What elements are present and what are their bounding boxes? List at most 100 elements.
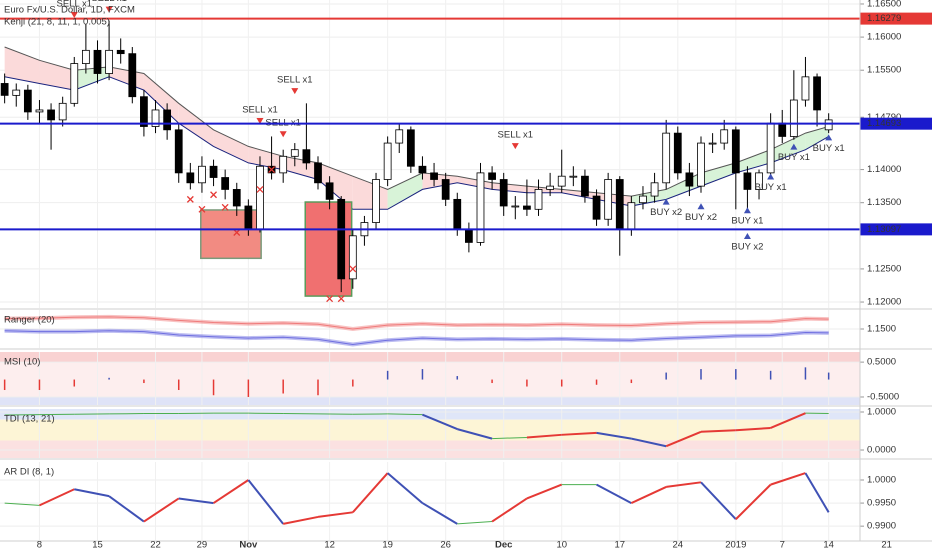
- candle-body: [604, 179, 613, 220]
- y-tick-label: 1.0000: [867, 407, 896, 418]
- candle-body: [627, 202, 636, 230]
- chart-title: Euro Fx/U.S. Dollar, 1D, FXCM: [4, 5, 135, 16]
- histogram-bar: [804, 367, 807, 380]
- candle-body: [105, 49, 113, 74]
- candle-body: [244, 205, 253, 230]
- x-tick-label: 21: [881, 540, 892, 550]
- indicator-line-segment: [492, 436, 527, 440]
- pane-title: Ranger (20): [4, 315, 55, 326]
- kenji-fill: [770, 133, 806, 163]
- histogram-bar: [212, 379, 215, 396]
- histogram-bar: [421, 369, 424, 380]
- candle-body: [592, 195, 601, 220]
- y-tick-label: 1.1500: [867, 324, 896, 335]
- x-tick-label: 17: [614, 540, 625, 550]
- level-label: 1.16279: [867, 13, 901, 24]
- candle-body: [82, 49, 90, 64]
- x-tick-label: 7: [780, 540, 785, 550]
- cross-mark: [326, 295, 334, 303]
- histogram-bar: [560, 379, 563, 387]
- candle-body: [824, 119, 833, 131]
- signal-arrow: [511, 143, 519, 150]
- indicator-line-segment: [700, 429, 736, 433]
- histogram-bar: [282, 379, 284, 394]
- candle-body: [639, 195, 647, 204]
- pane-4: [4, 472, 830, 525]
- candle-body: [232, 189, 241, 207]
- candle-body: [221, 177, 230, 190]
- signal-label: BUY x1: [731, 216, 763, 227]
- kenji-fill: [805, 126, 829, 150]
- signal-arrow: [105, 6, 113, 13]
- indicator-line-segment: [700, 481, 737, 520]
- cross-mark: [337, 295, 345, 303]
- candle-body: [673, 132, 682, 174]
- signal-arrow: [825, 134, 833, 141]
- candle-body: [789, 99, 798, 137]
- candle-body: [464, 228, 473, 243]
- signal-label: BUY x2: [650, 207, 682, 218]
- chart-subtitle: Kenji (21, 8, 11, 1, 0.005): [4, 17, 110, 28]
- candle-body: [801, 76, 810, 101]
- y-tick-label: 0.5000: [867, 357, 896, 368]
- histogram-bar: [735, 369, 737, 380]
- histogram-bar: [595, 379, 598, 385]
- signal-label: SELL x1: [56, 0, 92, 9]
- indicator-line-segment: [804, 472, 830, 513]
- indicator-line-segment: [666, 481, 702, 488]
- candle-body: [813, 76, 821, 111]
- background-band: [0, 352, 860, 363]
- candle-body: [476, 172, 485, 243]
- kenji-fill: [387, 172, 423, 210]
- x-tick-label: 14: [823, 540, 834, 550]
- candle-body: [325, 182, 334, 200]
- indicator-line-segment: [491, 497, 528, 523]
- x-tick-label: 26: [440, 540, 451, 550]
- x-tick-label: 8: [37, 540, 42, 550]
- indicator-line-segment: [282, 515, 319, 525]
- indicator-line-segment: [630, 486, 667, 504]
- pane-2: [3, 367, 830, 397]
- x-tick-label: Dec: [495, 540, 512, 550]
- candle-body: [685, 172, 694, 187]
- indicator-line-segment: [4, 502, 40, 506]
- candle-body: [569, 175, 578, 178]
- level-label: 1.13097: [867, 224, 901, 235]
- kenji-fill: [4, 47, 40, 84]
- indicator-line-segment: [108, 495, 145, 523]
- signal-label: BUY x1: [813, 143, 845, 154]
- candle-body: [93, 49, 102, 74]
- indicator-line-segment: [39, 488, 75, 507]
- signal-label: BUY x1: [755, 182, 787, 193]
- indicator-line-segment: [387, 413, 423, 416]
- signal-arrow: [697, 203, 705, 210]
- pane-title: AR DI (8, 1): [4, 467, 54, 478]
- signal-label: SELL x1: [91, 0, 127, 4]
- background-band: [0, 409, 860, 420]
- pane-3: [4, 412, 829, 448]
- background-band: [0, 419, 860, 441]
- candle-body: [0, 83, 9, 96]
- pane-title: MSI (10): [4, 357, 40, 368]
- x-tick-label: 10: [556, 540, 567, 550]
- candle-body: [406, 129, 415, 167]
- y-tick-label: 1.14000: [867, 164, 901, 175]
- signal-arrow: [70, 11, 78, 18]
- x-tick-label: 15: [92, 540, 103, 550]
- histogram-bar: [769, 370, 772, 380]
- kenji-fill: [700, 162, 736, 187]
- candle-body: [23, 89, 32, 113]
- indicator-line-segment: [735, 426, 771, 432]
- level-label-bg: [860, 117, 932, 130]
- y-tick-label: 1.14790: [867, 112, 901, 123]
- x-tick-label: 12: [324, 540, 335, 550]
- signal-arrow: [291, 88, 299, 95]
- x-tick-label: 19: [382, 540, 393, 550]
- indicator-line-segment: [596, 431, 632, 440]
- indicator-line-segment: [596, 483, 632, 504]
- background-band: [0, 440, 860, 458]
- x-tick-label: 22: [150, 540, 161, 550]
- indicator-line: [4, 316, 829, 330]
- histogram-bar: [700, 369, 702, 380]
- indicator-line: [4, 330, 829, 346]
